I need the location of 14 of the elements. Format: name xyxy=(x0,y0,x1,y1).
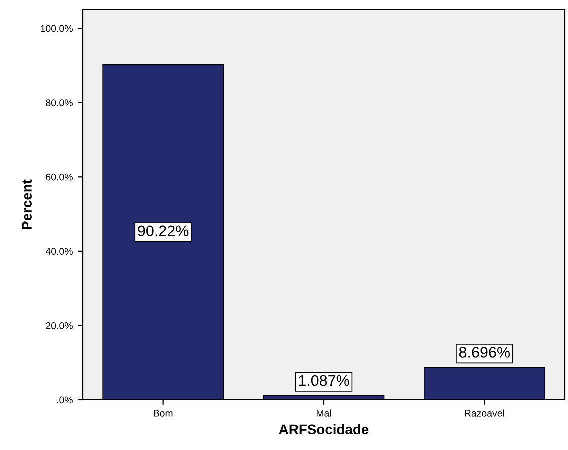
y-tick-label: 20.0% xyxy=(46,322,73,330)
data-label: 8.696% xyxy=(459,347,510,358)
y-axis-title: Percent xyxy=(22,180,32,230)
data-label: 90.22% xyxy=(138,226,189,237)
data-label: 1.087% xyxy=(299,375,350,386)
x-tick-label: Mal xyxy=(316,410,332,417)
y-tick-label: 60.0% xyxy=(46,174,73,181)
x-axis-title: ARFSocidade xyxy=(279,424,369,435)
y-tick-label: 40.0% xyxy=(46,248,73,256)
x-tick-label: Razoavel xyxy=(465,410,504,417)
x-tick-label: Bom xyxy=(154,410,173,417)
y-tick-label: 80.0% xyxy=(46,100,73,106)
y-tick-label: .0% xyxy=(57,396,73,404)
y-tick-label: 100.0% xyxy=(41,25,73,32)
